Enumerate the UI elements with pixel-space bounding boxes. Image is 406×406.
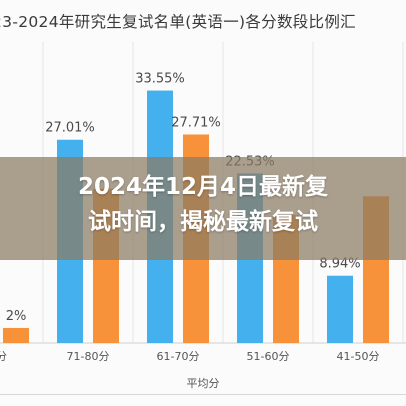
bar [327, 275, 353, 343]
x-tick-label: 61-70分 [157, 350, 200, 363]
x-tick-label: 0分 [0, 350, 7, 363]
headline-line-1: 2024年12月4日最新复 [77, 174, 329, 200]
headline-banner-text: 2024年12月4日最新复 试时间，揭秘最新复试 [0, 170, 406, 240]
chart-title: 23-2024年研究生复试名单(英语一)各分数段比例汇 [0, 13, 356, 31]
x-axis-title: 平均分 [186, 377, 220, 390]
x-tick-label: 41-50分 [337, 350, 380, 363]
data-label: 27.71% [171, 115, 221, 130]
x-tick-label: 71-80分 [67, 350, 110, 363]
data-label: 27.01% [45, 121, 95, 136]
headline-banner [0, 157, 406, 260]
bottom-divider [0, 394, 406, 395]
data-label: 33.55% [135, 72, 185, 87]
data-label: 8.94% [319, 257, 360, 272]
data-label: 2% [6, 309, 27, 324]
x-tick-label: 51-60分 [247, 350, 290, 363]
headline-line-2: 试时间，揭秘最新复试 [88, 209, 318, 235]
bar [3, 327, 29, 343]
